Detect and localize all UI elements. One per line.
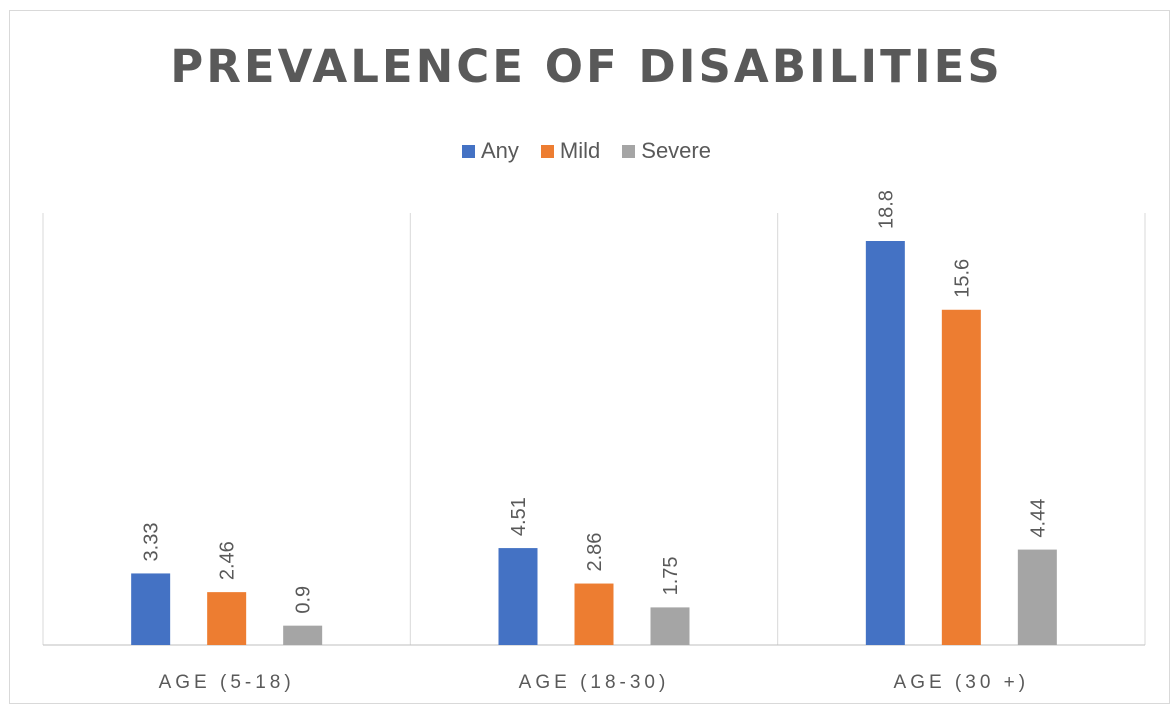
data-label-severe: 4.44 xyxy=(1027,499,1049,538)
data-label-any: 3.33 xyxy=(141,523,163,562)
chart-title: PREVALENCE OF DISABILITIES xyxy=(170,40,1003,93)
bar-any xyxy=(865,241,905,645)
data-label-severe: 0.9 xyxy=(293,586,315,614)
legend-swatch-mild xyxy=(540,144,554,158)
data-label-mild: 2.86 xyxy=(584,533,606,572)
legend-item-any: Any xyxy=(462,138,519,164)
legend-label-mild: Mild xyxy=(559,138,601,163)
x-tick-label: AGE (5-18) xyxy=(159,672,295,693)
bar-mild xyxy=(207,592,247,645)
legend-label-severe: Severe xyxy=(641,138,711,163)
legend-item-severe: Severe xyxy=(622,138,711,164)
data-label-mild: 2.46 xyxy=(217,541,239,580)
bar-severe xyxy=(650,607,690,645)
chart-legend: Any Mild Severe xyxy=(0,138,1173,164)
data-label-any: 18.8 xyxy=(875,190,897,229)
bar-any xyxy=(498,548,538,645)
bar-any xyxy=(131,573,171,645)
bar-mild xyxy=(941,309,981,645)
bar-mild xyxy=(574,583,614,645)
data-label-severe: 1.75 xyxy=(660,556,682,595)
data-label-any: 4.51 xyxy=(508,497,530,536)
legend-item-mild: Mild xyxy=(540,138,601,164)
legend-swatch-any xyxy=(462,144,475,158)
x-tick-label: AGE (18-30) xyxy=(519,672,670,693)
bar-severe xyxy=(1017,549,1057,645)
legend-swatch-severe xyxy=(622,144,636,158)
legend-label-any: Any xyxy=(481,138,519,163)
x-tick-label: AGE (30 +) xyxy=(894,672,1030,693)
data-label-mild: 15.6 xyxy=(951,259,973,298)
bar-severe xyxy=(283,625,323,645)
